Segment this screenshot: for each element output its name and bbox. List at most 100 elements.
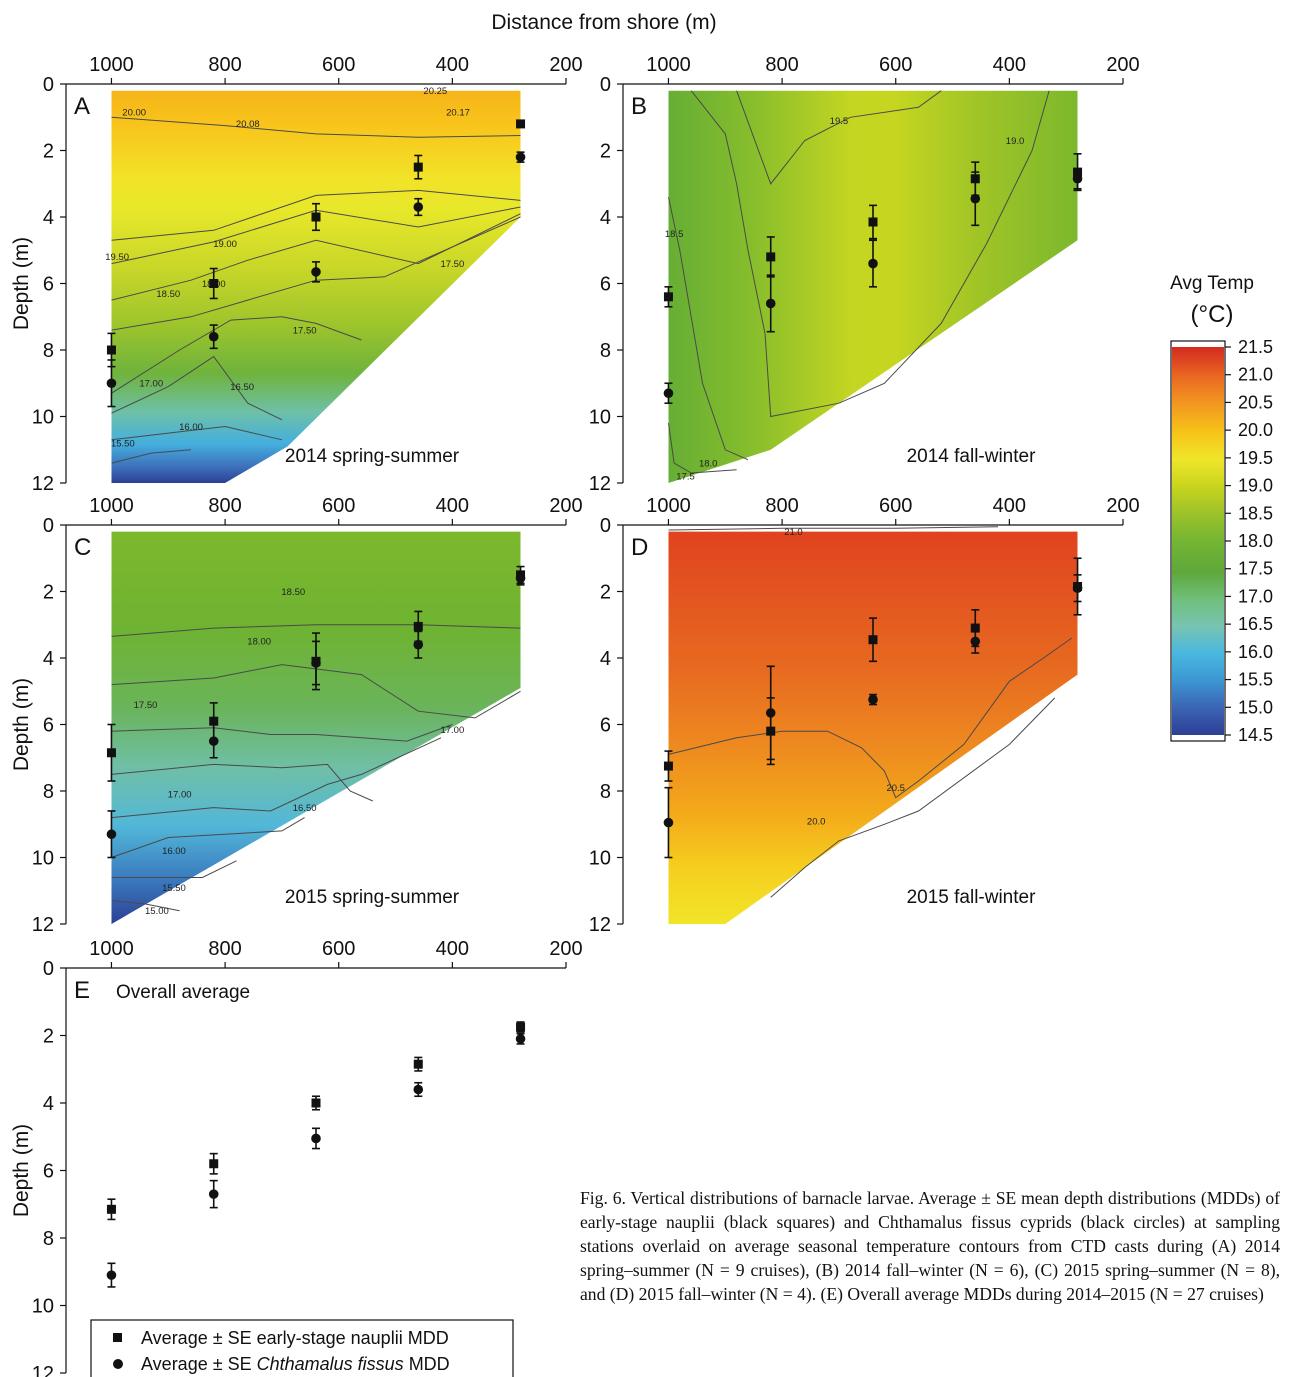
y-tick-label: 6 (43, 1161, 54, 1183)
contour-label: 17.50 (134, 700, 158, 711)
y-tick-label: 10 (32, 1296, 54, 1318)
nauplii-point (413, 162, 423, 172)
panel-e: 1000 800 600 400 200 0 2 4 6 8 10 12 Depth (m) E Overa… (10, 938, 583, 1377)
x-tick-label: 1000 (646, 54, 691, 76)
cyprid-point (868, 258, 878, 269)
nauplii-point (311, 212, 321, 222)
x-tick-label: 1000 (646, 495, 691, 517)
y-tick-label: 8 (43, 1228, 54, 1250)
cyprid-point (311, 658, 321, 668)
y-tick-label: 4 (43, 1093, 54, 1115)
panel-b: 19.5 19.0 18.5 18.0 17.5 1000 800 600 400 200 0 2 4 6… (589, 54, 1140, 495)
x-tick-label: 400 (993, 54, 1026, 76)
panel-subtitle: 2015 fall-winter (907, 887, 1037, 908)
contour-label: 15.00 (145, 906, 169, 917)
contour-label: 19.00 (213, 239, 237, 250)
nauplii-point (209, 716, 219, 726)
legend-nauplii-label: Average ± SE early-stage nauplii MDD (141, 1328, 449, 1348)
y-tick-label: 0 (600, 515, 611, 537)
contour-line (668, 196, 749, 461)
colorbar-tick-label: 17.0 (1238, 586, 1273, 606)
y-tick-label: 6 (43, 274, 54, 296)
colorbar-tick-label: 19.0 (1238, 476, 1273, 496)
colorbar: Avg Temp (°C) 21.5 21.0 20.5 20.0 19.5 19.0 18… (1170, 273, 1273, 745)
colorbar-tick-label: 21.5 (1238, 337, 1273, 357)
legend-cyprid-species: Chthamalus fissus (257, 1354, 404, 1374)
cyprid-point (208, 1189, 219, 1199)
colorbar-tick-label: 16.5 (1238, 614, 1273, 634)
contour-label: 18.0 (699, 458, 718, 469)
colorbar-tick-label: 18.5 (1238, 503, 1273, 523)
colorbar-title: Avg Temp (1170, 273, 1254, 294)
x-tick-label: 200 (549, 938, 582, 960)
x-tick-label: 600 (322, 495, 355, 517)
nauplii-point (106, 748, 116, 758)
contour-line (668, 423, 737, 474)
colorbar-tick-label: 16.0 (1238, 642, 1273, 662)
cyprid-point (1072, 583, 1083, 593)
contour-label: 20.25 (423, 86, 447, 97)
x-tick-label: 800 (208, 54, 241, 76)
cyprid-point (1072, 173, 1083, 184)
cyprid-point (106, 829, 117, 840)
nauplii-point (868, 635, 878, 645)
x-tick-label: 400 (993, 495, 1026, 517)
panel-a: 20.2520.1720.0020.0819.5019.0018.0018.50… (10, 54, 583, 495)
contour-line (690, 90, 1050, 418)
contour-line (111, 355, 283, 421)
contour-line (111, 737, 442, 819)
cyprid-point (413, 639, 424, 650)
nauplii-point (106, 345, 116, 355)
cyprid-point (208, 331, 219, 342)
y-tick-label: 8 (43, 781, 54, 803)
nauplii-point (106, 1204, 116, 1214)
legend: Average ± SE early-stage nauplii MDD Ave… (90, 1319, 514, 1377)
y-axis-label: Depth (m) (10, 237, 33, 330)
contour-line (111, 216, 521, 331)
y-tick-label: 4 (600, 648, 611, 670)
nauplii-point (209, 1159, 219, 1169)
y-tick-label: 0 (43, 515, 54, 537)
contour-line (111, 624, 521, 637)
contour-label: 15.50 (111, 438, 135, 449)
contour-label: 19.5 (830, 116, 849, 127)
contour-label: 15.50 (162, 883, 186, 894)
contour-label: 17.00 (139, 379, 163, 390)
panel-d: 21.0 20.5 20.0 1000 800 600 400 200 0 2 4 6 8 10 12 D 20… (589, 495, 1140, 936)
y-tick-label: 2 (600, 582, 611, 604)
x-tick-label: 200 (549, 54, 582, 76)
contour-label: 20.0 (807, 816, 826, 827)
legend-box (90, 1319, 514, 1377)
colorbar-tick-label: 14.5 (1238, 725, 1273, 745)
nauplii-point (663, 292, 673, 302)
contour-line (770, 697, 1056, 898)
colorbar-tick-label: 18.0 (1238, 531, 1273, 551)
contour-label: 17.50 (440, 259, 464, 270)
panel-letter: D (631, 534, 648, 561)
legend-square-marker (113, 1333, 122, 1342)
nauplii-point (516, 1022, 526, 1032)
contour-label: 17.00 (168, 790, 192, 801)
x-tick-label: 1000 (89, 495, 134, 517)
colorbar-tick-label: 19.5 (1238, 448, 1273, 468)
colorbar-tick-label: 15.0 (1238, 697, 1273, 717)
contour-line (111, 763, 374, 802)
temperature-field-a (111, 90, 521, 483)
contour-label: 21.0 (784, 527, 803, 538)
y-tick-label: 2 (43, 1026, 54, 1048)
contour-label: 18.00 (247, 637, 271, 648)
nauplii-point (413, 621, 423, 631)
colorbar-tick-label: 20.0 (1238, 420, 1273, 440)
contour-label: 17.5 (676, 472, 695, 483)
y-tick-label: 2 (43, 141, 54, 163)
y-tick-label: 0 (43, 958, 54, 980)
top-axis-title: Distance from shore (m) (491, 11, 716, 34)
colorbar-ticks: 21.5 21.0 20.5 20.0 19.5 19.0 18.5 18.0 17.5 17.0… (1225, 337, 1273, 745)
panel-subtitle: 2014 fall-winter (907, 446, 1037, 467)
nauplii-point (311, 1098, 321, 1108)
cyprid-point (663, 388, 674, 399)
x-tick-label: 1000 (89, 938, 134, 960)
contour-label: 18.50 (281, 587, 305, 598)
cyprid-point (970, 636, 981, 647)
y-tick-label: 2 (43, 582, 54, 604)
